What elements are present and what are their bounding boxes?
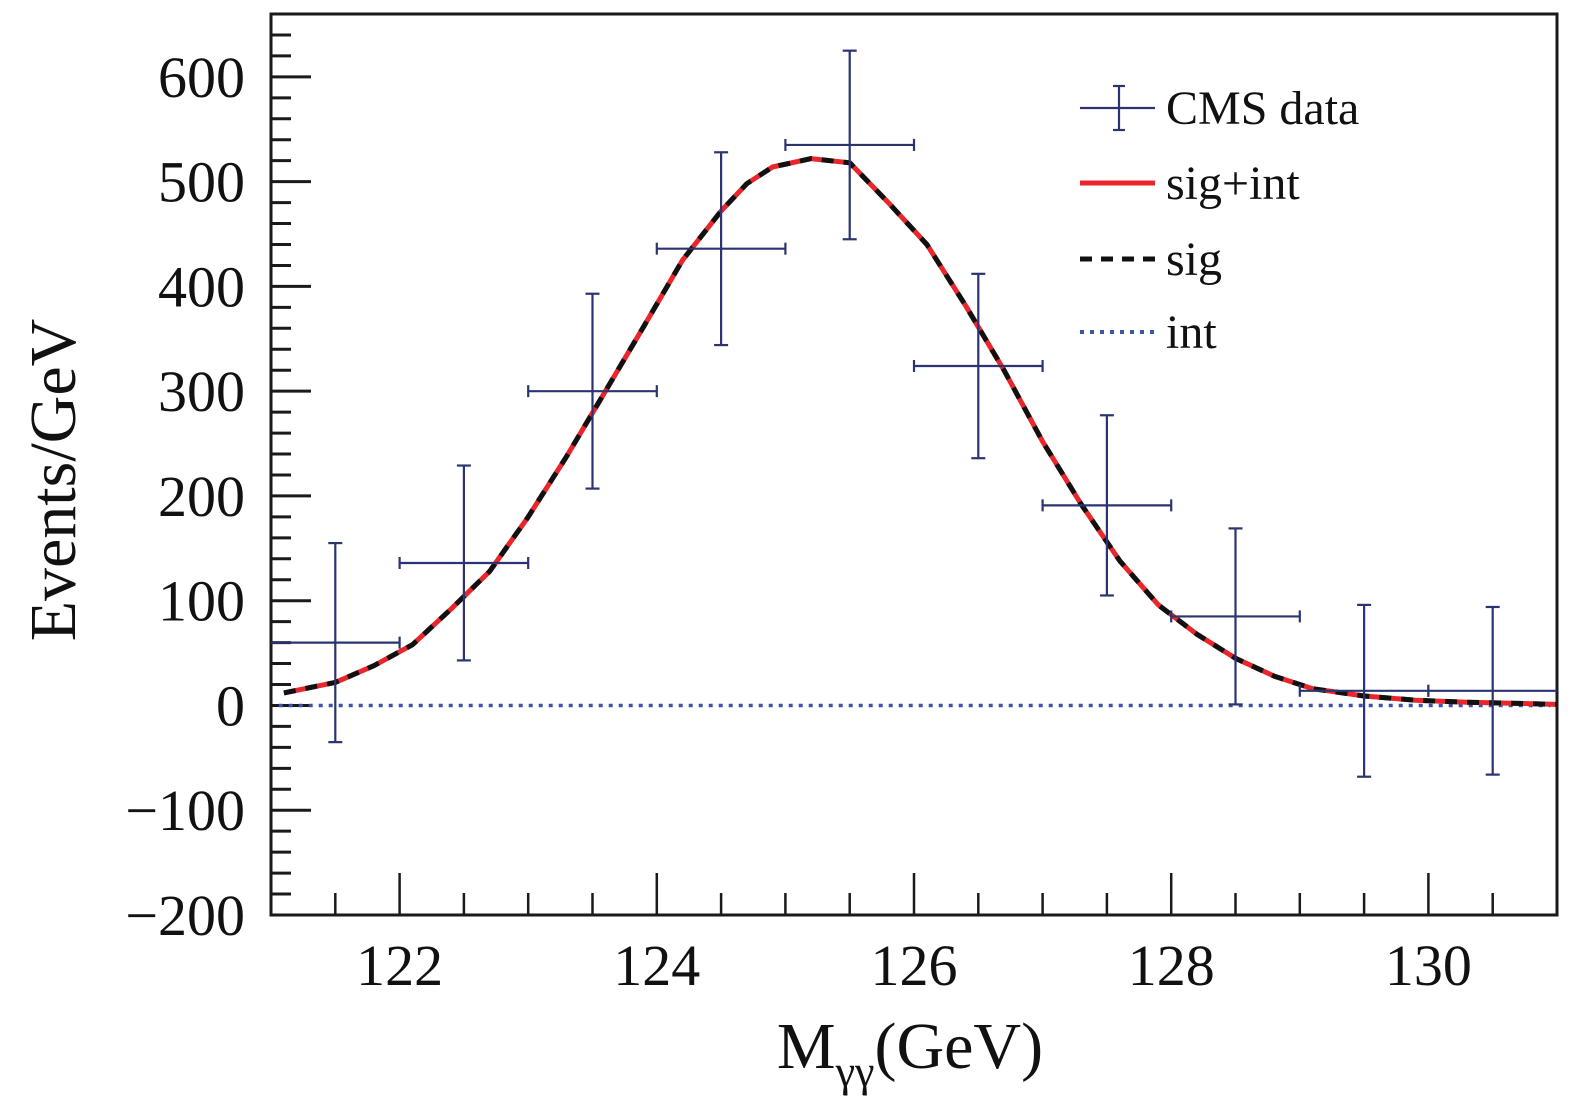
x-axis-tick-labels: 122 124 126 128 130 [356, 933, 1472, 998]
data-point [1041, 414, 1173, 597]
x-axis-title-unit: (GeV) [875, 1010, 1044, 1083]
legend-label: CMS data [1166, 82, 1359, 135]
data-point [271, 541, 401, 744]
y-tick-label: 0 [216, 673, 245, 738]
y-axis-tick-labels: −200 −100 0 100 200 300 400 500 600 [125, 45, 245, 948]
x-tick-label: 128 [1128, 933, 1215, 998]
legend-item-int: int [1080, 306, 1217, 359]
data-point [527, 292, 658, 490]
legend-item-sig: sig [1080, 233, 1222, 286]
data-point [1298, 603, 1430, 778]
series-layer [278, 156, 1557, 708]
legend-label: int [1166, 306, 1217, 359]
x-axis-title-main: M [777, 1010, 836, 1083]
x-axis-title: Mγγ(GeV) [777, 1010, 1043, 1096]
x-axis-ticks [269, 873, 1559, 915]
y-tick-label: 500 [158, 150, 245, 215]
legend-item-cms-data: CMS data [1080, 82, 1359, 135]
x-tick-label: 130 [1385, 933, 1472, 998]
x-axis-title-subscript: γγ [835, 1047, 875, 1096]
data-point [784, 49, 916, 241]
data-point [1427, 605, 1557, 776]
y-tick-label: 100 [158, 569, 245, 634]
y-tick-label: −100 [125, 778, 245, 843]
data-point [912, 272, 1044, 460]
legend: CMS data sig+int sig int [1080, 82, 1359, 359]
y-tick-label: 300 [158, 359, 245, 424]
legend-item-sig-int: sig+int [1080, 157, 1300, 210]
data-points-layer [271, 49, 1557, 778]
y-tick-label: −200 [125, 883, 245, 948]
x-tick-label: 124 [613, 933, 700, 998]
legend-label: sig [1166, 233, 1222, 286]
series-line-sig [283, 156, 1557, 707]
x-tick-label: 126 [871, 933, 958, 998]
data-point [1170, 527, 1301, 706]
y-tick-label: 400 [158, 254, 245, 319]
y-axis-title: Events/GeV [17, 319, 90, 642]
x-tick-label: 122 [356, 933, 443, 998]
data-point [398, 464, 530, 662]
legend-label: sig+int [1166, 157, 1300, 210]
y-axis-ticks [271, 12, 311, 917]
y-tick-label: 600 [158, 45, 245, 110]
y-tick-label: 200 [158, 464, 245, 529]
data-point [655, 151, 787, 347]
